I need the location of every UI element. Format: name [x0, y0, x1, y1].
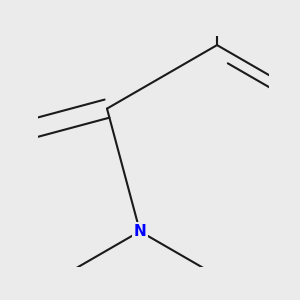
- Text: N: N: [134, 224, 146, 239]
